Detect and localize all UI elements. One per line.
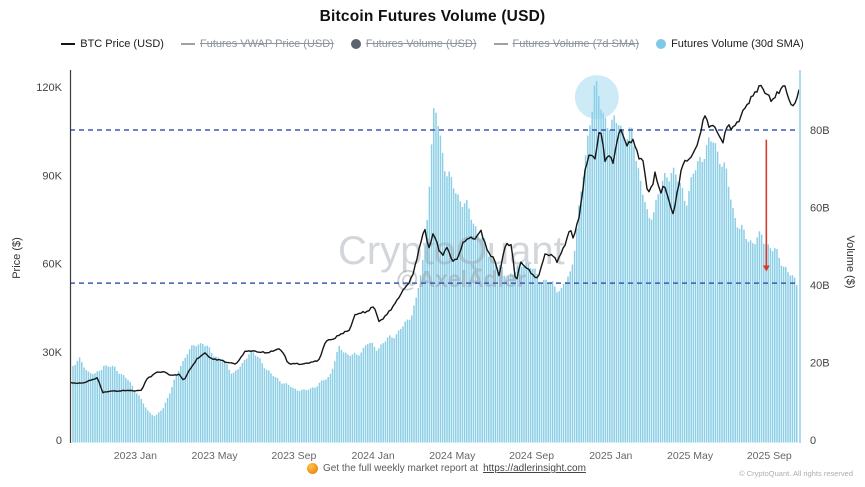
btc-price-line [70, 84, 800, 394]
svg-text:@AxelAdler: @AxelAdler [396, 266, 526, 292]
svg-text:2024 Sep: 2024 Sep [509, 450, 554, 462]
line-swatch-icon [61, 43, 76, 45]
line-swatch-icon [493, 43, 508, 45]
svg-text:2024 May: 2024 May [429, 450, 476, 462]
legend-item-label: Futures Volume (7d SMA) [512, 38, 640, 50]
promo-text: Get the full weekly market report at [323, 463, 479, 474]
svg-text:CryptoQuant: CryptoQuant [338, 229, 565, 273]
line-swatch-icon [180, 43, 195, 45]
svg-text:2025 Sep: 2025 Sep [747, 450, 792, 462]
legend-item-label: Futures Volume (30d SMA) [671, 38, 804, 50]
legend-item-futures-volume-7d-sma[interactable]: Futures Volume (7d SMA) [493, 38, 640, 50]
dot-swatch-icon [656, 39, 667, 49]
orange-circle-icon [307, 463, 318, 474]
drop-arrow [762, 139, 770, 272]
chart-title: Bitcoin Futures Volume (USD) [319, 8, 546, 25]
legend-item-label: Futures Volume (USD) [365, 38, 477, 50]
watermark-text: CryptoQuant@AxelAdler [338, 229, 565, 292]
legend-item-label: BTC Price (USD) [80, 38, 164, 50]
legend-item-futures-volume-30d-sma[interactable]: Futures Volume (30d SMA) [656, 38, 804, 50]
svg-text:2025 May: 2025 May [667, 450, 714, 462]
dot-swatch-icon [350, 39, 361, 49]
legend-item-btc-price-usd[interactable]: BTC Price (USD) [61, 38, 164, 50]
report-promo: Get the full weekly market report at htt… [307, 463, 586, 474]
legend-item-futures-vwap-price-usd[interactable]: Futures VWAP Price (USD) [180, 38, 334, 50]
right-axis-title: Volume ($) [844, 235, 856, 288]
legend-item-label: Futures VWAP Price (USD) [199, 38, 334, 50]
y-axis-ticks: 0 30K 60K 90K 120K 0 20B 40B 60B 80B [36, 82, 829, 447]
report-link[interactable]: https://adlerinsight.com [483, 463, 586, 474]
svg-text:60K: 60K [42, 259, 62, 271]
svg-text:30K: 30K [42, 347, 62, 359]
legend: BTC Price (USD) Futures VWAP Price (USD) F… [0, 38, 865, 50]
svg-text:80B: 80B [810, 125, 830, 137]
copyright: © CryptoQuant. All rights reserved [739, 469, 853, 478]
svg-text:2024 Jan: 2024 Jan [351, 450, 394, 462]
svg-text:2023 May: 2023 May [192, 450, 239, 462]
svg-text:2025 Jan: 2025 Jan [589, 450, 632, 462]
svg-text:120K: 120K [36, 82, 62, 94]
svg-text:20B: 20B [810, 358, 830, 370]
svg-text:2023 Sep: 2023 Sep [271, 450, 316, 462]
volume-bars [72, 80, 798, 443]
highlight-circle [574, 75, 619, 120]
svg-text:60B: 60B [810, 203, 830, 215]
x-axis-ticks: 2023 Jan 2023 May 2023 Sep 2024 Jan 2024 May… [114, 450, 792, 462]
svg-text:0: 0 [56, 435, 62, 447]
legend-item-futures-volume-usd[interactable]: Futures Volume (USD) [350, 38, 477, 50]
left-axis-title: Price ($) [11, 237, 23, 279]
svg-text:90K: 90K [42, 170, 62, 182]
svg-text:40B: 40B [810, 280, 830, 292]
svg-text:0: 0 [810, 435, 816, 447]
svg-text:2023 Jan: 2023 Jan [114, 450, 157, 462]
